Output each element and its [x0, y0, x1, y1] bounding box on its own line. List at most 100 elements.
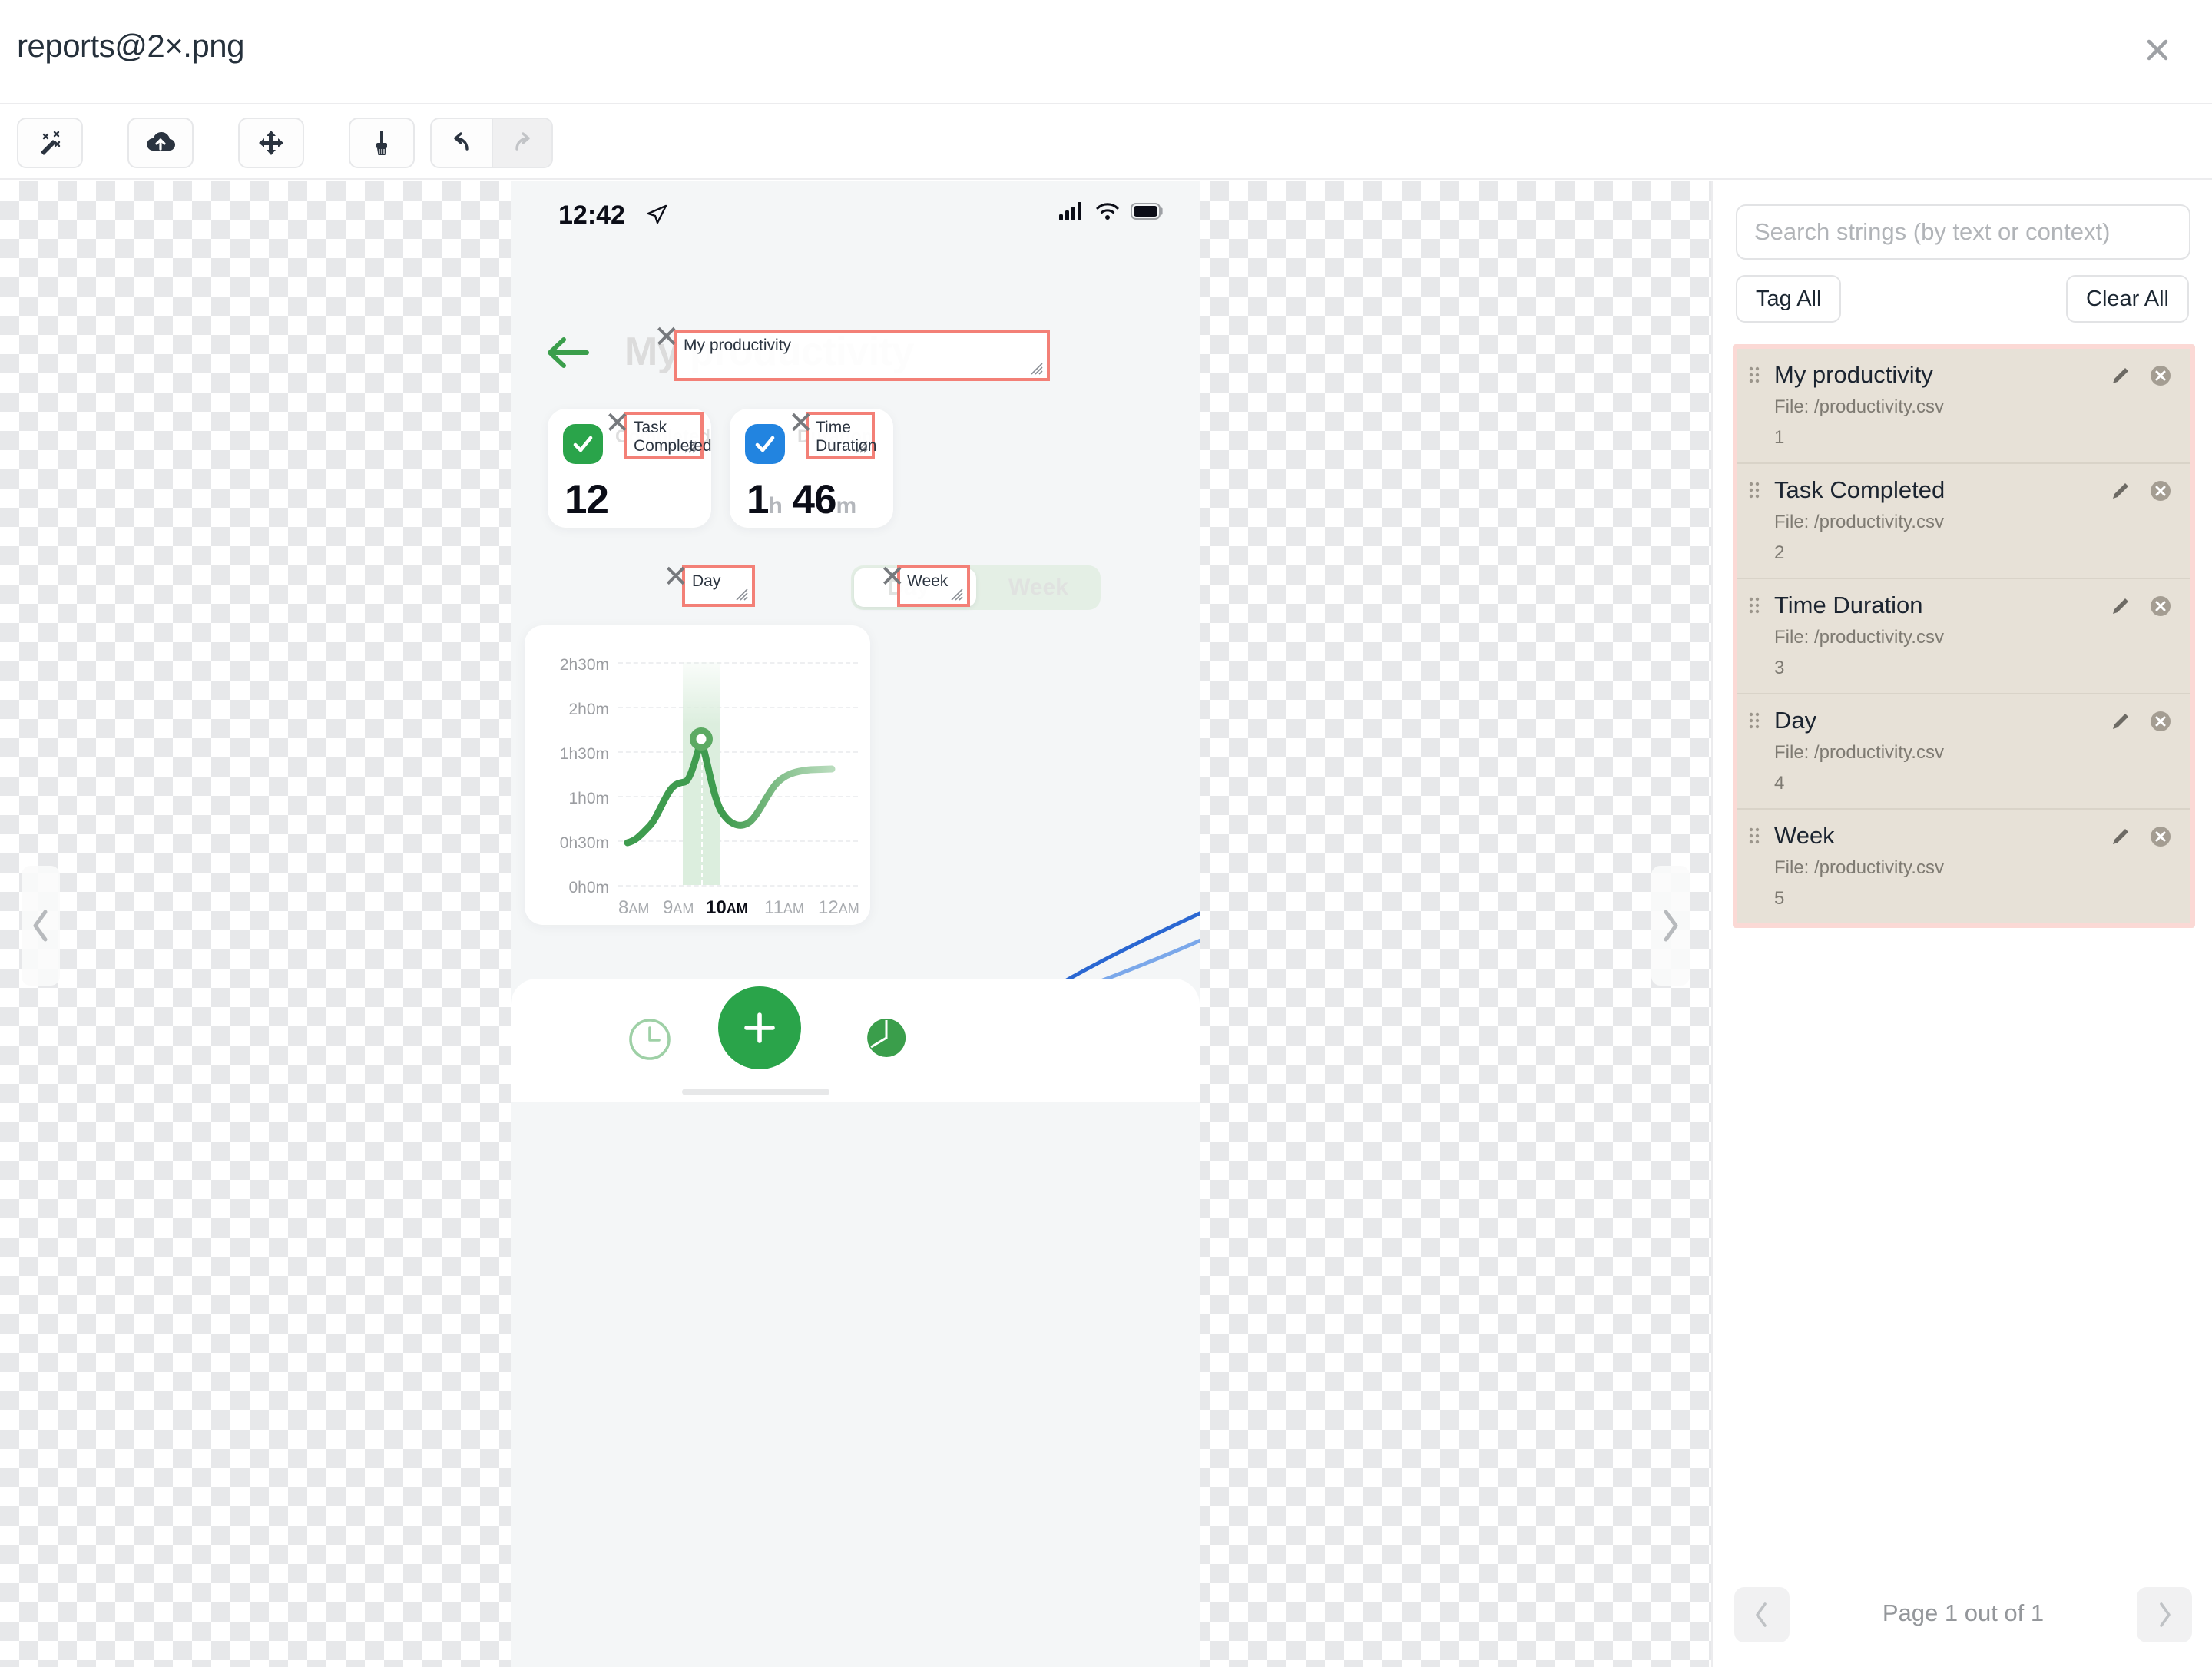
brush-icon[interactable]: [349, 118, 415, 168]
resize-handle-icon[interactable]: [1028, 360, 1044, 376]
annotation-box-time-duration[interactable]: Time Duration: [806, 412, 876, 459]
annotation-remove-day[interactable]: ✕: [663, 560, 689, 594]
back-arrow-icon[interactable]: [544, 335, 591, 374]
x-tick-label: 9AM: [663, 897, 694, 918]
cloud-upload-icon[interactable]: [127, 118, 194, 168]
image-canvas[interactable]: 12:42: [0, 181, 1711, 1667]
duration-hours: 1: [747, 477, 770, 522]
phone-tab-bar: [511, 979, 1200, 1102]
drag-handle-icon[interactable]: [1748, 366, 1760, 389]
y-tick-label: 1h30m: [559, 745, 609, 763]
list-item-file: File: /productivity.csv: [1774, 396, 1944, 417]
list-item[interactable]: Task Completed File: /productivity.csv 2: [1737, 464, 2190, 579]
chevron-right-icon[interactable]: [2137, 1587, 2192, 1642]
list-item[interactable]: Day File: /productivity.csv 4: [1737, 694, 2190, 810]
annotation-box-task-completed[interactable]: Task Completed: [624, 412, 712, 459]
gridline: [618, 885, 858, 887]
wifi-icon: [1095, 202, 1120, 224]
duration-hours-unit: h: [768, 493, 782, 519]
plus-icon[interactable]: [718, 986, 801, 1069]
list-item-title: Task Completed: [1774, 476, 1945, 503]
list-item-title: My productivity: [1774, 361, 1933, 388]
pagination: Page 1 out of 1: [1713, 1587, 2212, 1650]
list-item-index: 2: [1774, 542, 1785, 563]
chart-line-series: [624, 727, 836, 847]
duration-minutes-unit: m: [836, 493, 857, 519]
delete-icon[interactable]: [2147, 478, 2174, 508]
drag-handle-icon[interactable]: [1748, 827, 1760, 850]
annotation-remove-week[interactable]: ✕: [879, 560, 906, 594]
delete-icon[interactable]: [2147, 824, 2174, 853]
check-icon: [563, 424, 603, 464]
phone-screenshot: 12:42: [511, 181, 1200, 1667]
move-icon[interactable]: [238, 118, 304, 168]
edit-icon[interactable]: [2109, 825, 2132, 852]
annotation-label-title: My productivity: [684, 336, 792, 354]
annotation-box-title[interactable]: My productivity: [674, 330, 1050, 381]
drag-handle-icon[interactable]: [1748, 711, 1760, 735]
strings-sidebar: Tag All Clear All My productivity File: …: [1711, 181, 2212, 1667]
toolbar: Filter strings: /productivity.csv String…: [0, 103, 2212, 275]
search-input[interactable]: [1736, 204, 2190, 260]
annotation-label-week: Week: [907, 572, 949, 590]
annotation-remove-title[interactable]: ✕: [654, 320, 680, 354]
annotation-box-day[interactable]: Day: [682, 565, 755, 607]
resize-handle-icon[interactable]: [853, 439, 869, 454]
annotation-remove-task[interactable]: ✕: [604, 406, 631, 440]
edit-icon[interactable]: [2109, 710, 2132, 737]
edit-icon[interactable]: [2109, 479, 2132, 506]
y-tick-label: 2h30m: [559, 656, 609, 674]
list-item-file: File: /productivity.csv: [1774, 857, 1944, 878]
resize-handle-icon[interactable]: [949, 586, 964, 602]
y-tick-label: 0h0m: [568, 879, 609, 896]
delete-icon[interactable]: [2147, 363, 2174, 393]
delete-icon[interactable]: [2147, 593, 2174, 623]
y-tick-label: 1h0m: [568, 790, 609, 807]
duration-minutes: 46: [792, 477, 837, 522]
list-item-index: 4: [1774, 773, 1785, 794]
gridline: [618, 796, 858, 797]
redo-icon[interactable]: [492, 119, 551, 167]
list-item-file: File: /productivity.csv: [1774, 627, 1944, 648]
x-tick-label: 11AM: [764, 897, 804, 918]
chevron-left-icon[interactable]: [22, 866, 60, 986]
gridline: [618, 751, 858, 753]
drag-handle-icon[interactable]: [1748, 481, 1760, 505]
x-tick-label: 8AM: [618, 897, 650, 918]
list-item-title: Day: [1774, 707, 1817, 734]
resize-handle-icon[interactable]: [682, 439, 697, 454]
annotation-label-task: Task Completed: [634, 419, 712, 456]
gridline: [618, 840, 858, 842]
edit-icon[interactable]: [2109, 595, 2132, 621]
list-item-title: Time Duration: [1774, 592, 1923, 618]
list-item[interactable]: Time Duration File: /productivity.csv 3: [1737, 579, 2190, 694]
undo-icon[interactable]: [432, 119, 492, 167]
home-indicator: [682, 1089, 830, 1095]
undo-redo-group: [430, 118, 553, 168]
y-tick-label: 2h0m: [568, 701, 609, 718]
clear-all-button[interactable]: Clear All: [2066, 275, 2189, 323]
duration-chart-card: 2h30m 2h0m 1h30m 1h0m 0h30m 0h0m: [525, 625, 870, 925]
annotation-remove-duration[interactable]: ✕: [788, 406, 814, 440]
string-list: My productivity File: /productivity.csv …: [1733, 344, 2195, 928]
pie-chart-icon[interactable]: [864, 1016, 909, 1064]
chevron-left-icon[interactable]: [1734, 1587, 1790, 1642]
stat-value-duration: 1h 46m: [747, 476, 856, 523]
check-icon: [745, 424, 785, 464]
list-item[interactable]: My productivity File: /productivity.csv …: [1737, 349, 2190, 464]
clock-icon[interactable]: [626, 1016, 674, 1067]
delete-icon[interactable]: [2147, 708, 2174, 738]
x-tick-label: 12AM: [818, 897, 859, 918]
phone-status-bar: 12:42: [511, 181, 1200, 250]
chevron-right-icon[interactable]: [1651, 866, 1690, 986]
edit-icon[interactable]: [2109, 364, 2132, 391]
resize-handle-icon[interactable]: [733, 586, 749, 602]
close-icon[interactable]: [2134, 26, 2181, 74]
list-item[interactable]: Week File: /productivity.csv 5: [1737, 810, 2190, 923]
magic-wand-icon[interactable]: [17, 118, 83, 168]
gridline: [618, 662, 858, 664]
tag-all-button[interactable]: Tag All: [1736, 275, 1842, 323]
annotation-box-week[interactable]: Week: [897, 565, 970, 607]
y-tick-label: 0h30m: [559, 834, 609, 852]
drag-handle-icon[interactable]: [1748, 596, 1760, 620]
